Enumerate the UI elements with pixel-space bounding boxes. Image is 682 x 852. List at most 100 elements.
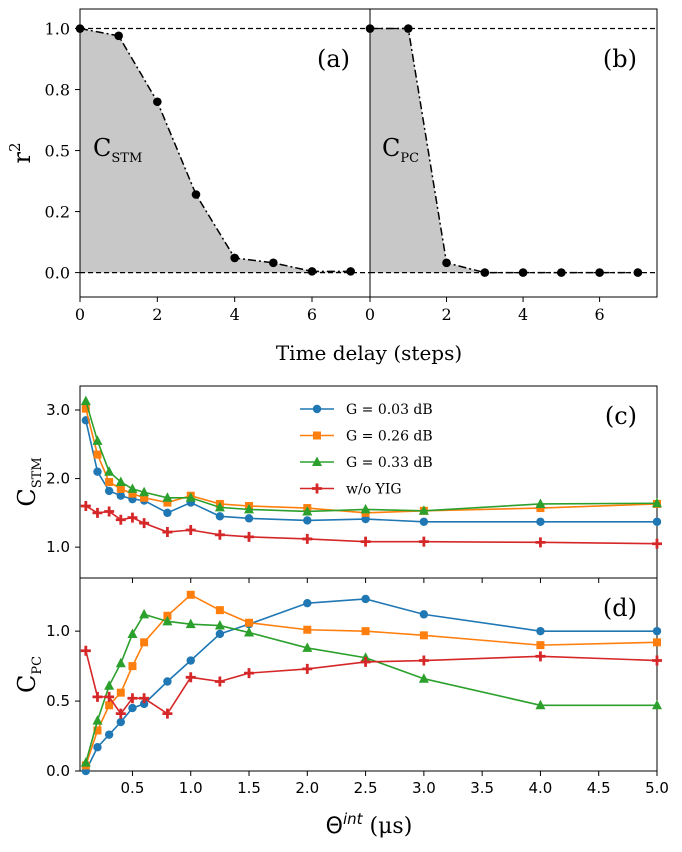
data-point [104,486,114,496]
x-tick-label: 2 [441,305,451,324]
data-point [116,717,125,727]
x-tick-label: 2.0 [295,779,319,797]
data-point [93,467,102,476]
data-point [419,631,428,640]
x-tick-label: 5.0 [645,779,669,797]
y-tick-label: 0.0 [45,264,70,283]
data-point [653,638,661,647]
panel-label: (c) [605,402,637,430]
data-point [307,267,317,276]
curve-annotation: CSTM [93,134,142,166]
data-point [127,628,138,638]
x-tick-label: 4 [230,305,240,324]
data-point [302,505,313,516]
y-tick-label: 0.8 [45,81,70,100]
data-point [535,498,546,508]
y-tick-label: 1.0 [45,20,70,39]
data-point [535,699,546,710]
data-point [557,268,566,277]
data-point [418,673,429,683]
x-tick-label: 0 [75,305,85,324]
shaded-area [80,28,351,273]
y-tick-label: 2.0 [46,470,70,488]
data-point [105,701,114,710]
data-point [128,662,137,671]
data-point [302,642,313,652]
y-axis-label: r2 [6,142,36,163]
data-point [652,497,662,508]
data-point [535,651,546,662]
series-triangle [80,608,662,767]
data-point [128,489,137,498]
data-point [127,512,138,523]
x-axis-title: Θint (μs) [326,810,413,839]
data-point [116,484,125,493]
x-tick-label: 1.5 [237,779,261,797]
y-axis-label: CSTM [13,457,45,506]
data-point [114,31,123,41]
data-point [127,483,138,493]
data-point [244,514,254,523]
data-point [269,258,278,268]
data-point [403,24,413,33]
data-point [536,626,545,636]
data-point [244,627,255,637]
data-point [140,638,149,647]
x-tick-label: 2.5 [354,779,378,797]
x-tick-label: 4 [518,305,528,324]
data-point [303,516,312,525]
data-point [185,525,196,535]
data-point [518,268,528,277]
data-point [361,594,370,604]
data-point [92,435,103,445]
data-point [361,627,370,636]
data-point [652,538,662,549]
data-point [80,501,91,511]
data-point [104,691,115,702]
curve-annotation: CPC [382,134,419,166]
data-point [80,645,91,656]
axes-frame [79,577,658,772]
series-plus [80,645,662,719]
panel-b: 0 2 4 6 (b) CPC [365,8,658,324]
data-point [186,590,195,599]
data-point [115,514,126,525]
data-point [93,743,102,752]
data-point [244,668,255,679]
data-point [104,466,115,476]
data-point [162,615,173,626]
data-point [361,514,370,524]
data-point [116,688,125,697]
series-triangle [80,395,662,516]
data-point [162,492,173,502]
data-point [92,715,103,725]
data-point [419,517,429,526]
legend-item: G = 0.33 dB [300,455,433,471]
data-point [652,655,662,666]
data-point [302,663,313,674]
data-point [595,268,604,277]
data-point [652,626,662,636]
data-point [92,691,103,702]
data-point [303,598,312,608]
x-tick-label: 4.0 [529,779,553,797]
data-point [163,508,172,518]
data-point [535,537,546,548]
legend-item: G = 0.26 dB [300,429,433,445]
data-point [244,503,255,514]
legend-marker [313,431,321,440]
data-point [116,491,125,500]
x-tick-label: 6 [307,305,317,324]
data-point [139,693,150,704]
data-point [163,498,172,507]
data-point [104,730,114,739]
data-point [360,656,371,667]
data-point [115,708,126,719]
data-point [115,657,126,668]
legend-item: w/o YIG [300,482,402,498]
panel-label: (b) [603,45,637,73]
panel-label: (d) [603,594,637,622]
data-point [418,536,429,547]
y-tick-label: 0.5 [45,142,70,161]
data-point [536,517,545,526]
